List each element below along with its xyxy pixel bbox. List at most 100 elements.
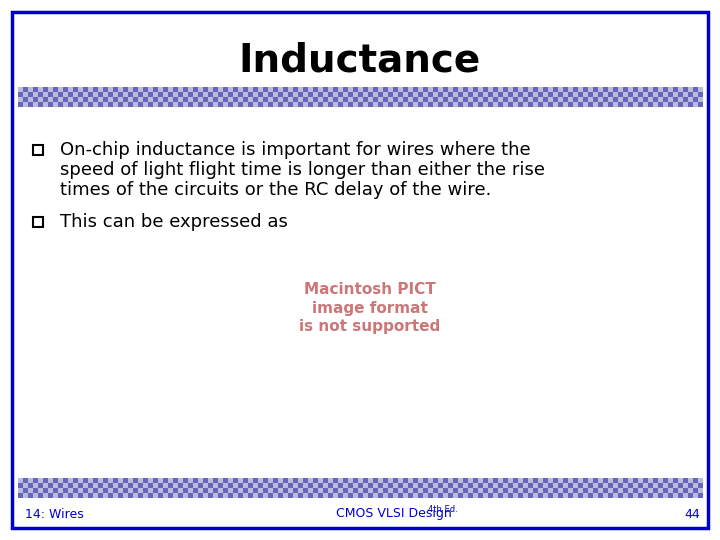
Text: 4th Ed.: 4th Ed. [428,504,458,514]
Bar [648,87,653,92]
Bar [258,92,263,97]
Bar [518,493,523,498]
Bar [398,87,403,92]
Bar [518,488,523,493]
Bar [688,488,693,493]
Bar [678,483,683,488]
Bar [308,92,313,97]
Bar [203,97,208,102]
Bar [618,478,623,483]
Bar [463,97,468,102]
Bar [458,97,463,102]
Bar [363,478,368,483]
Bar [213,488,218,493]
Bar [153,493,158,498]
Bar [508,92,513,97]
Bar [638,92,643,97]
Bar [278,87,283,92]
Bar [543,478,548,483]
Bar [378,102,383,107]
Bar [168,92,173,97]
Bar [223,102,228,107]
Bar [43,92,48,97]
Bar [698,488,703,493]
Bar [208,483,213,488]
Bar [73,488,78,493]
Bar [613,87,618,92]
Bar [93,488,98,493]
Bar [133,102,138,107]
Bar [18,488,23,493]
Bar [358,92,363,97]
Bar [98,92,103,97]
Bar [108,493,113,498]
Bar [318,488,323,493]
Bar [48,102,53,107]
Bar [523,483,528,488]
Bar [458,493,463,498]
Bar [368,483,373,488]
Bar [218,97,223,102]
Bar [283,478,288,483]
Bar [218,478,223,483]
Bar [253,92,258,97]
Bar [528,87,533,92]
Bar [68,92,73,97]
Bar [398,483,403,488]
Bar [433,92,438,97]
Bar [473,488,478,493]
Bar [458,478,463,483]
Bar [348,493,353,498]
Bar [513,87,518,92]
Bar [98,488,103,493]
Bar [303,87,308,92]
Bar [648,478,653,483]
Bar [178,488,183,493]
Bar [548,102,553,107]
Bar [563,493,568,498]
Bar [618,102,623,107]
Bar [478,102,483,107]
Bar [73,87,78,92]
Bar [73,493,78,498]
Bar [548,488,553,493]
Bar [613,483,618,488]
Bar [603,92,608,97]
Bar [283,102,288,107]
Bar [443,97,448,102]
Bar [228,97,233,102]
Bar [518,478,523,483]
Bar [373,478,378,483]
Bar [163,102,168,107]
Bar [153,87,158,92]
Bar [658,102,663,107]
Bar [393,493,398,498]
Bar [563,478,568,483]
Bar [153,92,158,97]
Bar [628,87,633,92]
Bar [498,97,503,102]
Bar [498,87,503,92]
Bar [163,97,168,102]
Bar [393,102,398,107]
Bar [308,478,313,483]
Bar [488,483,493,488]
Bar [378,87,383,92]
Bar [68,102,73,107]
Bar [348,87,353,92]
Bar [243,97,248,102]
Bar [128,87,133,92]
Bar [253,488,258,493]
Bar [468,493,473,498]
Bar [663,483,668,488]
Bar [48,97,53,102]
Bar [288,87,293,92]
Bar [338,87,343,92]
Bar [573,92,578,97]
Bar [383,92,388,97]
Bar [698,97,703,102]
Bar [623,488,628,493]
Bar [293,92,298,97]
Bar [118,488,123,493]
Bar [43,483,48,488]
